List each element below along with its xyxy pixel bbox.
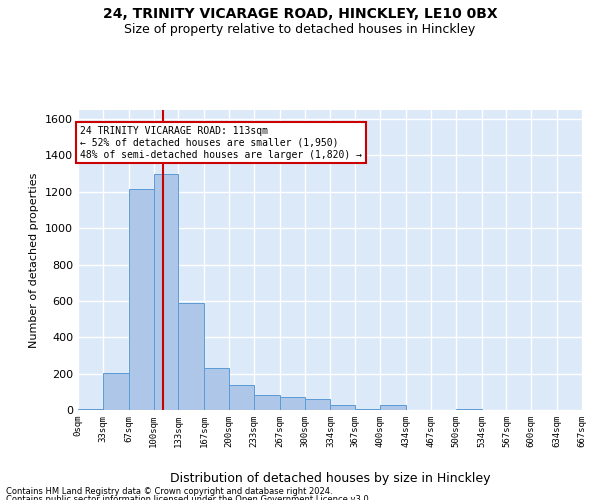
Text: 24, TRINITY VICARAGE ROAD, HINCKLEY, LE10 0BX: 24, TRINITY VICARAGE ROAD, HINCKLEY, LE1… — [103, 8, 497, 22]
Text: Contains HM Land Registry data © Crown copyright and database right 2024.: Contains HM Land Registry data © Crown c… — [6, 488, 332, 496]
Bar — [331, 404, 355, 410]
Bar — [355, 409, 380, 410]
Bar — [204, 368, 229, 410]
Bar — [280, 398, 305, 410]
Bar — [103, 372, 128, 410]
Bar — [229, 386, 254, 410]
Bar — [305, 399, 331, 410]
Bar — [128, 189, 154, 410]
Y-axis label: Number of detached properties: Number of detached properties — [29, 172, 40, 348]
Bar — [178, 302, 204, 410]
Text: Distribution of detached houses by size in Hinckley: Distribution of detached houses by size … — [170, 472, 490, 485]
Bar — [154, 174, 178, 410]
Bar — [380, 404, 406, 410]
Text: Size of property relative to detached houses in Hinckley: Size of property relative to detached ho… — [124, 22, 476, 36]
Text: 24 TRINITY VICARAGE ROAD: 113sqm
← 52% of detached houses are smaller (1,950)
48: 24 TRINITY VICARAGE ROAD: 113sqm ← 52% o… — [80, 126, 362, 160]
Bar — [456, 409, 482, 410]
Bar — [254, 394, 280, 410]
Text: Contains public sector information licensed under the Open Government Licence v3: Contains public sector information licen… — [6, 495, 371, 500]
